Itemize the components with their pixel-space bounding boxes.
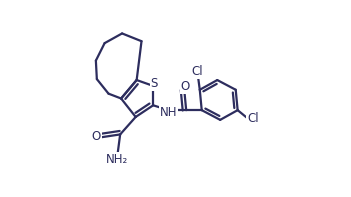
Text: O: O — [92, 130, 101, 143]
Text: S: S — [151, 77, 158, 90]
Text: NH: NH — [160, 106, 178, 119]
Text: Cl: Cl — [191, 65, 203, 78]
Text: NH₂: NH₂ — [106, 153, 128, 166]
Text: O: O — [180, 80, 190, 93]
Text: Cl: Cl — [247, 112, 259, 125]
